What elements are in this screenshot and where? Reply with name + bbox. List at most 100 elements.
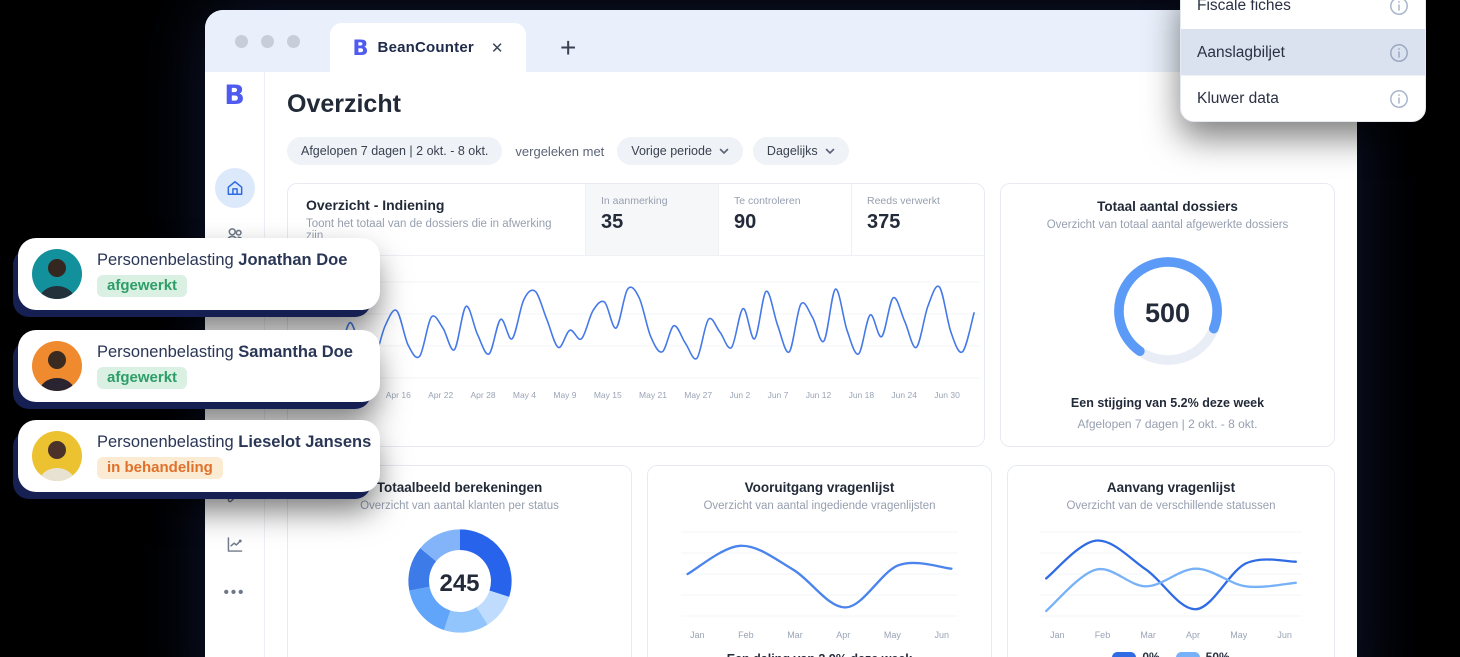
line-chart-icon xyxy=(227,537,242,552)
granularity-chip[interactable]: Dagelijks xyxy=(752,137,849,165)
legend-swatch-icon xyxy=(1175,651,1200,657)
dropdown-item-aanslagbiljet[interactable]: Aanslagbiljet xyxy=(1181,29,1425,75)
axis-label: Jun 2 xyxy=(729,390,751,400)
card-subtitle: Overzicht van aantal klanten per status xyxy=(360,500,559,512)
card-title: Aanvang vragenlijst xyxy=(1106,480,1236,495)
tab-title: BeanCounter xyxy=(377,39,474,56)
tab-beancounter[interactable]: B BeanCounter ✕ xyxy=(330,23,526,72)
axis-label: Feb xyxy=(738,630,754,640)
axis-label: Jan xyxy=(690,630,705,640)
notification-toast[interactable]: Personenbelasting Jonathan Doe afgewerkt xyxy=(18,238,380,310)
stat-in-aanmerking[interactable]: In aanmerking 35 xyxy=(585,184,718,255)
axis-label: May 9 xyxy=(553,390,577,400)
legend-item: 50% xyxy=(1175,650,1230,657)
sidebar-item-reports[interactable] xyxy=(224,534,245,560)
axis-label: May xyxy=(883,630,901,640)
compare-period-label: Vorige periode xyxy=(631,144,712,158)
window-dot-icon[interactable] xyxy=(235,34,248,48)
aanvang-x-axis: Jan Feb Mar Apr May Jun xyxy=(1020,630,1322,640)
notification-title: Personenbelasting Lieselot Jansens xyxy=(97,433,371,452)
stat-reeds-verwerkt[interactable]: Reeds verwerkt 375 xyxy=(851,184,984,255)
window-controls[interactable] xyxy=(235,10,300,72)
card-title: Vooruitgang vragenlijst xyxy=(744,480,895,495)
date-range-chip[interactable]: Afgelopen 7 dagen | 2 okt. - 8 okt. xyxy=(287,137,503,165)
legend-swatch-icon xyxy=(1112,651,1137,657)
window-dot-icon[interactable] xyxy=(287,34,300,48)
berekeningen-donut-chart xyxy=(407,529,512,633)
stat-value: 35 xyxy=(601,211,624,233)
donut-value: 245 xyxy=(439,569,480,597)
info-icon[interactable] xyxy=(1388,88,1410,110)
notification-client-name: Samantha Doe xyxy=(238,343,353,361)
card-title: Totaal aantal dossiers xyxy=(1097,199,1238,214)
axis-label: Jun 12 xyxy=(805,390,832,400)
card-title: Overzicht - Indiening xyxy=(306,197,445,213)
compare-period-chip[interactable]: Vorige periode xyxy=(617,137,743,165)
sidebar-item-home[interactable] xyxy=(214,168,255,208)
new-tab-button[interactable]: + xyxy=(560,32,577,63)
dropdown-item-kluwer-data[interactable]: Kluwer data xyxy=(1181,75,1425,121)
axis-label: May 27 xyxy=(684,390,713,400)
notification-toast[interactable]: Personenbelasting Samantha Doe afgewerkt xyxy=(18,330,380,402)
axis-label: Apr 22 xyxy=(428,390,454,400)
notification-client-name: Jonathan Doe xyxy=(238,251,348,269)
axis-label: Jun 7 xyxy=(767,390,789,400)
ellipsis-icon: ••• xyxy=(223,584,246,601)
card-totaal-dossiers: Totaal aantal dossiers Overzicht van tot… xyxy=(1000,183,1335,447)
dropdown-item-label: Kluwer data xyxy=(1197,89,1279,107)
axis-label: Feb xyxy=(1094,630,1111,640)
axis-label: May xyxy=(1230,630,1248,640)
status-badge: in behandeling xyxy=(97,457,223,479)
axis-label: May 21 xyxy=(639,390,667,400)
stat-label: Reeds verwerkt xyxy=(867,195,940,207)
stat-label: In aanmerking xyxy=(601,195,668,207)
axis-label: May 15 xyxy=(593,390,622,400)
card-subtitle: Overzicht van de verschillende statussen xyxy=(1066,500,1276,512)
notification-title: Personenbelasting Jonathan Doe xyxy=(97,251,347,270)
stat-te-controleren[interactable]: Te controleren 90 xyxy=(718,184,851,255)
ring-value: 500 xyxy=(1144,298,1191,328)
vooruitgang-x-axis: Jan Feb Mar Apr May Jun xyxy=(660,630,979,640)
dropdown-item-fiscale-fiches[interactable]: Fiscale fiches xyxy=(1181,0,1425,29)
axis-label: Jun 18 xyxy=(848,390,875,400)
notification-client-name: Lieselot Jansens xyxy=(238,433,372,451)
card-title: Totaalbeeld berekeningen xyxy=(376,480,543,495)
notification-toast[interactable]: Personenbelasting Lieselot Jansens in be… xyxy=(18,420,380,492)
axis-label: May 4 xyxy=(512,390,537,400)
stat-value: 375 xyxy=(867,211,901,233)
info-icon[interactable] xyxy=(1388,42,1410,64)
notification-prefix: Personenbelasting xyxy=(97,251,234,269)
sidebar-logo-icon: B xyxy=(224,80,245,111)
legend-label: 50% xyxy=(1205,650,1230,657)
window-dot-icon[interactable] xyxy=(261,34,274,48)
info-icon[interactable] xyxy=(1388,0,1410,17)
stat-label: Te controleren xyxy=(734,195,801,207)
person-photo-icon xyxy=(39,441,75,481)
axis-label: Apr xyxy=(836,630,851,640)
delta-text: Een daling van 2.9% deze week xyxy=(660,652,979,657)
sidebar-item-more[interactable]: ••• xyxy=(224,584,246,601)
page-title: Overzicht xyxy=(287,90,401,118)
legend-label: 0% xyxy=(1142,650,1160,657)
indiening-line-chart xyxy=(309,281,981,379)
aanvang-line-chart xyxy=(1040,531,1302,617)
axis-label: Apr 28 xyxy=(470,390,496,400)
axis-label: Jun 30 xyxy=(934,390,960,400)
tab-close-icon[interactable]: ✕ xyxy=(490,39,504,57)
card-subtitle: Overzicht van aantal ingediende vragenli… xyxy=(703,500,936,512)
chevron-down-icon xyxy=(719,148,729,154)
filter-bar: Afgelopen 7 dagen | 2 okt. - 8 okt. verg… xyxy=(287,137,1335,165)
dropdown-item-label: Aanslagbiljet xyxy=(1197,43,1285,61)
card-aanvang: Aanvang vragenlijst Overzicht van de ver… xyxy=(1007,465,1335,657)
delta-text: Een stijging van 5.2% deze week xyxy=(1070,396,1265,410)
stat-value: 90 xyxy=(734,211,757,233)
axis-label: Apr 16 xyxy=(385,390,411,400)
chevron-down-icon xyxy=(825,148,834,154)
notification-title: Personenbelasting Samantha Doe xyxy=(97,343,353,362)
browser-tab-bar: B BeanCounter ✕ + xyxy=(205,10,1357,72)
axis-label: Jun 24 xyxy=(891,390,917,400)
card-vooruitgang: Vooruitgang vragenlijst Overzicht van aa… xyxy=(647,465,992,657)
person-photo-icon xyxy=(39,259,75,299)
dropdown-item-label: Fiscale fiches xyxy=(1197,0,1291,14)
card-subtitle: Overzicht van totaal aantal afgewerkte d… xyxy=(1046,219,1289,231)
